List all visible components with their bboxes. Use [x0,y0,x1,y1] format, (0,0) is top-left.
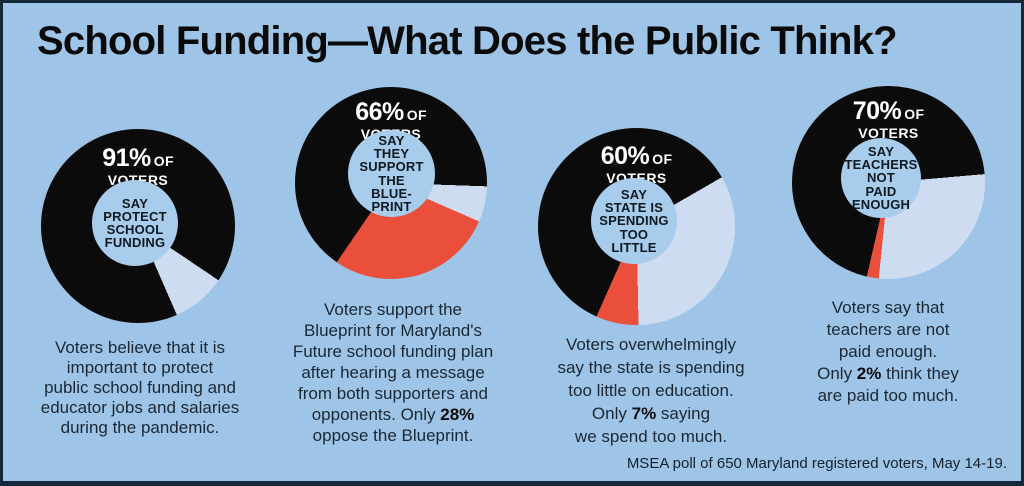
stat-value: 60% [600,142,650,170]
chart-caption: Voters support the Blueprint for Marylan… [261,299,525,446]
stat-line1: 66% OF [295,100,487,125]
donut-ring-teacher-pay: 70% OF VOTERS SAY TEACHERS NOT PAID ENOUG… [792,86,985,279]
donut-center-circle: SAY PROTECT SCHOOL FUNDING [92,180,178,266]
stat-value: 91% [102,144,151,172]
caption-text: Voters say that teachers are not paid en… [817,298,950,383]
stat-line1: 60% OF [538,144,735,169]
stat-of: OF [904,106,925,122]
stat-of: OF [652,151,673,167]
caption-text-end: oppose the Blueprint. [312,426,474,445]
stat-line1: 70% OF [792,99,985,124]
stat-of: OF [406,107,427,123]
caption-bold-value: 28% [440,405,475,424]
caption-text: Voters overwhelmingly say the state is s… [557,335,745,423]
stat-line1: 91% OF [41,146,235,171]
donut-center-circle: SAY TEACHERS NOT PAID ENOUGH [841,138,921,218]
caption-bold-value: 2% [856,364,882,383]
donut-center-text: SAY STATE IS SPENDING TOO LITTLE [599,186,669,255]
caption-text-end: think they are paid too much. [817,364,959,405]
caption-text: Voters believe that it is important to p… [40,338,240,437]
stat-value: 66% [355,98,404,126]
caption-text-end: saying we spend too much. [574,404,728,446]
caption-text: Voters support the Blueprint for Marylan… [292,300,494,424]
caption-bold-value: 7% [631,404,657,423]
chart-caption: Voters believe that it is important to p… [20,338,260,438]
stat-of: OF [153,153,174,169]
chart-caption: Voters say that teachers are not paid en… [783,297,993,407]
donut-ring-spending: 60%OF VOTERS SAY STATE IS SPENDING TOO L… [538,128,735,325]
stat-voters: VOTERS [858,125,919,141]
donut-ring-protect-funding: 91%OF VOTERS SAY PROTECT SCHOOL FUNDING [41,129,235,323]
donut-center-circle: SAY THEY SUPPORT THE BLUE- PRINT [348,130,435,217]
page-title: School Funding—What Does the Public Thin… [37,19,898,63]
chart-caption: Voters overwhelmingly say the state is s… [523,333,779,448]
donut-center-text: SAY PROTECT SCHOOL FUNDING [103,195,167,251]
donut-center-circle: SAY STATE IS SPENDING TOO LITTLE [591,178,677,264]
donut-center-text: SAY THEY SUPPORT THE BLUE- PRINT [359,132,424,214]
stat-label: 70% OF VOTERS [792,99,985,141]
donut-ring-blueprint: 66%OF VOTERS SAY THEY SUPPORT THE BLUE- … [295,87,487,279]
source-note: MSEA poll of 650 Maryland registered vot… [626,455,1007,472]
donut-center-text: SAY TEACHERS NOT PAID ENOUGH [844,143,918,212]
stat-value: 70% [852,97,902,125]
